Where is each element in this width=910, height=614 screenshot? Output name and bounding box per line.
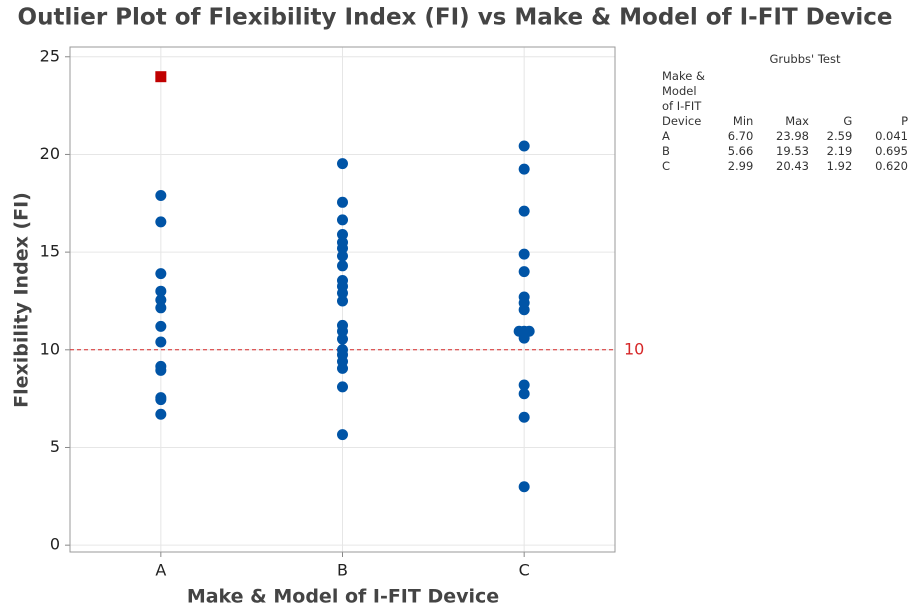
point	[155, 294, 167, 306]
point	[337, 196, 348, 208]
grubbs-cell: 6.70	[727, 129, 754, 143]
grubbs-cell: 2.59	[826, 129, 853, 143]
point	[155, 302, 167, 314]
point	[518, 388, 530, 400]
grubbs-row: A 6.70 23.98 2.59 0.041	[662, 129, 908, 144]
point	[155, 216, 167, 228]
grubbs-cell: C	[662, 159, 671, 173]
point	[155, 394, 167, 406]
y-tick-label: 20	[40, 144, 60, 163]
grubbs-title: Grubbs' Test	[769, 52, 841, 66]
grubbs-cell: B	[662, 144, 670, 158]
point	[155, 268, 167, 280]
grubbs-row: C 2.99 20.43 1.92 0.620	[662, 159, 908, 174]
y-axis-label: Flexibility Index (FI)	[11, 192, 33, 408]
grubbs-cell: 0.695	[875, 144, 908, 158]
grubbs-header: P	[901, 114, 908, 128]
y-tick-label: 0	[50, 535, 60, 554]
point	[337, 325, 348, 337]
y-tick-label: 25	[40, 46, 60, 65]
chart-title: Outlier Plot of Flexibility Index (FI) v…	[18, 5, 893, 31]
grubbs-cell: 23.98	[776, 129, 809, 143]
grubbs-cell: 0.041	[875, 129, 908, 143]
grubbs-cell: 19.53	[776, 144, 809, 158]
grubbs-table: Make & Model of I-FIT Device Min Max G P A 6.7…	[662, 69, 908, 174]
x-axis-label: Make & Model of I-FIT Device	[187, 586, 499, 608]
grubbs-cell: 2.99	[727, 159, 754, 173]
point	[155, 364, 167, 376]
y-tick-label: 15	[40, 242, 60, 261]
point	[155, 408, 167, 420]
point	[518, 379, 530, 391]
point	[337, 260, 348, 272]
grubbs-cell: 5.66	[727, 144, 754, 158]
grubbs-cell: 2.19	[826, 144, 853, 158]
point	[518, 205, 530, 217]
point	[337, 242, 348, 254]
y-tick-label: 5	[50, 437, 60, 456]
point	[518, 266, 530, 278]
grubbs-header: Make & Model of I-FIT Device	[662, 69, 705, 128]
point	[337, 362, 348, 374]
point	[155, 336, 167, 348]
grubbs-header: Min	[732, 114, 754, 128]
point	[337, 295, 348, 307]
outlier-point	[155, 71, 167, 83]
y-tick-label: 10	[40, 339, 60, 358]
point	[337, 158, 348, 170]
grubbs-cell: 1.92	[826, 159, 853, 173]
x-tick-label: A	[155, 561, 166, 580]
point	[518, 411, 530, 423]
point	[155, 285, 167, 297]
grubbs-header: Max	[785, 114, 809, 128]
point	[337, 333, 348, 345]
point	[155, 189, 167, 201]
point	[337, 429, 348, 441]
point	[518, 481, 530, 493]
point	[337, 287, 348, 299]
x-tick-label: C	[519, 561, 530, 580]
point	[518, 163, 530, 175]
x-tick-label: B	[337, 561, 348, 580]
grubbs-cell: 0.620	[875, 159, 908, 173]
grubbs-header: G	[843, 114, 853, 128]
grubbs-row: B 5.66 19.53 2.19 0.695	[662, 144, 908, 159]
point	[337, 229, 348, 241]
grubbs-cell: A	[662, 129, 670, 143]
reference-label: 10	[624, 339, 644, 358]
grubbs-cell: 20.43	[776, 159, 809, 173]
point	[337, 250, 348, 262]
point	[518, 332, 530, 344]
plot-frame	[69, 46, 616, 553]
point	[155, 320, 167, 332]
point	[518, 248, 530, 260]
point	[518, 304, 530, 316]
point	[518, 140, 530, 152]
point	[337, 214, 348, 226]
point	[337, 381, 348, 393]
grubbs-test: Grubbs' Test Make & Model of I-FIT Devic…	[662, 52, 908, 174]
